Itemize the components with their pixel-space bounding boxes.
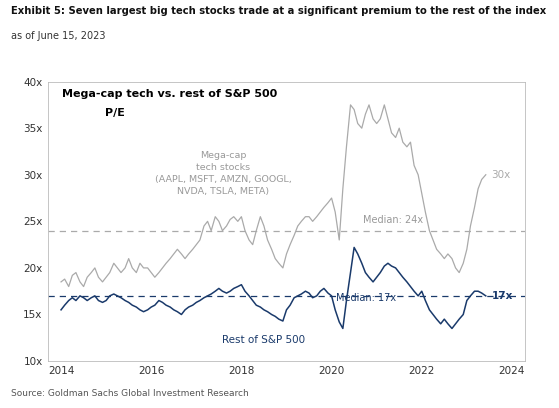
Text: P/E: P/E	[105, 108, 125, 118]
Text: Exhibit 5: Seven largest big tech stocks trade at a significant premium to the r: Exhibit 5: Seven largest big tech stocks…	[11, 6, 547, 16]
Text: Source: Goldman Sachs Global Investment Research: Source: Goldman Sachs Global Investment …	[11, 389, 249, 398]
Text: 17x: 17x	[492, 291, 513, 301]
Text: Mega-cap
tech stocks
(AAPL, MSFT, AMZN, GOOGL,
NVDA, TSLA, META): Mega-cap tech stocks (AAPL, MSFT, AMZN, …	[155, 151, 292, 196]
Text: Median: 17x: Median: 17x	[336, 293, 396, 303]
Text: as of June 15, 2023: as of June 15, 2023	[11, 31, 106, 41]
Text: 30x: 30x	[492, 170, 511, 180]
Text: Mega-cap tech vs. rest of S&P 500: Mega-cap tech vs. rest of S&P 500	[62, 89, 277, 99]
Text: Median: 24x: Median: 24x	[363, 215, 423, 225]
Text: Rest of S&P 500: Rest of S&P 500	[222, 335, 306, 345]
